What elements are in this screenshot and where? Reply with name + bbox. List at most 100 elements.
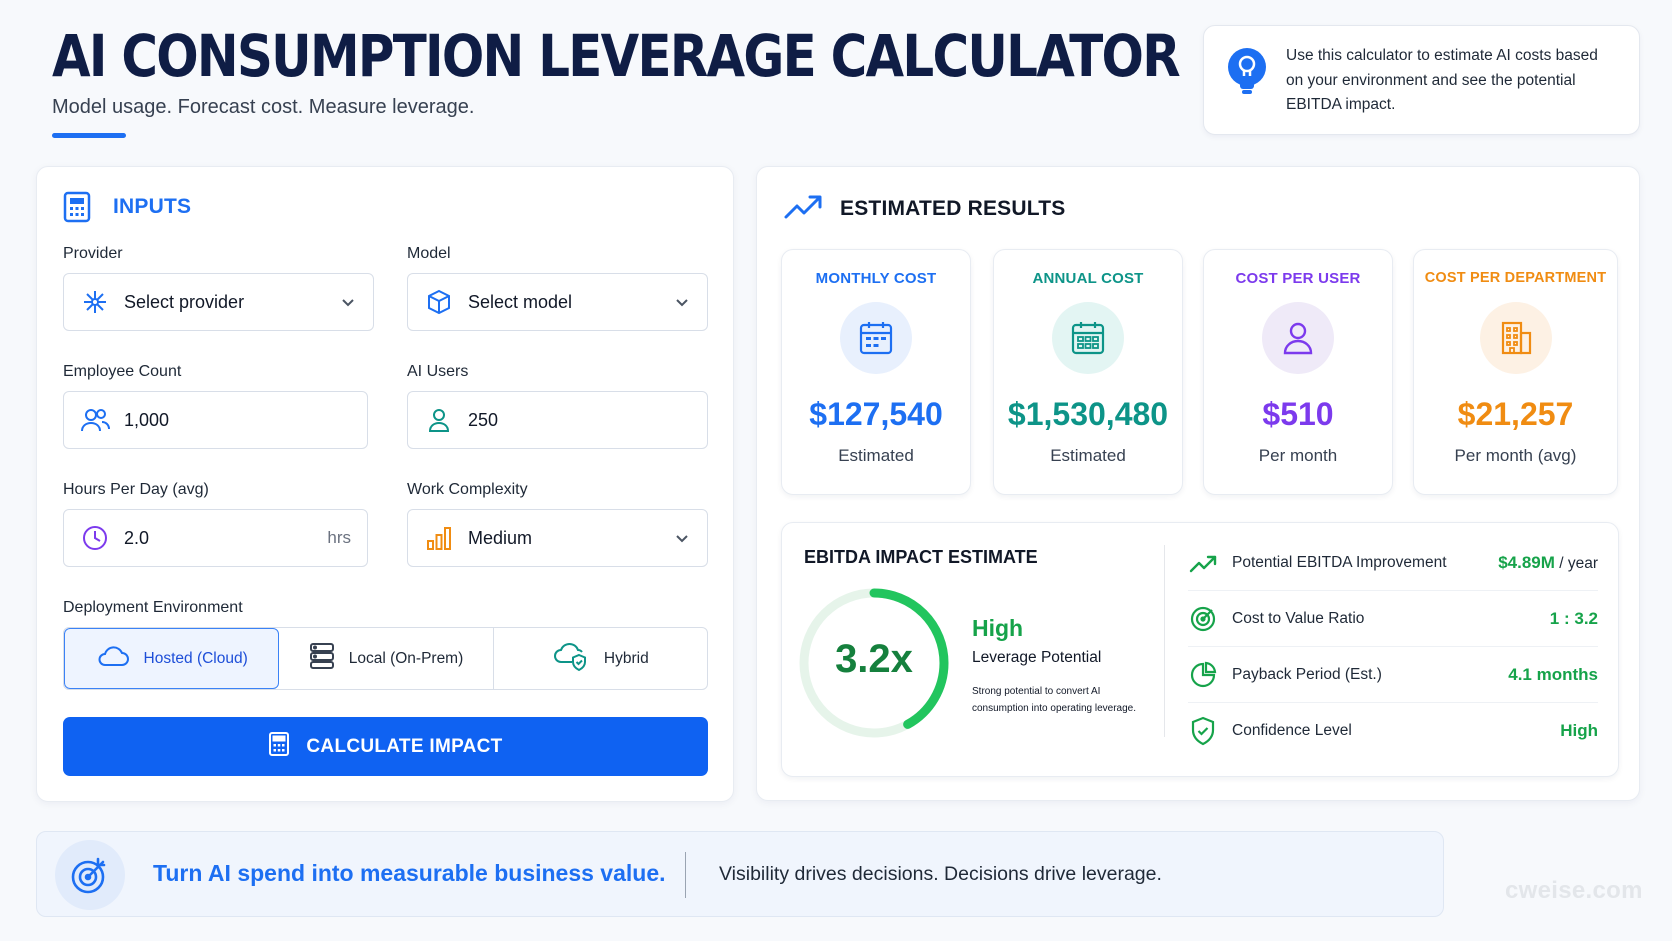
deployment-option-label: Hosted (Cloud) — [143, 649, 248, 667]
work-complexity-value: Medium — [468, 527, 533, 548]
work-complexity-label: Work Complexity — [407, 481, 528, 498]
calculator-icon — [63, 191, 91, 228]
metric-value: $510 — [1262, 396, 1334, 432]
chevron-down-icon — [673, 293, 691, 311]
deployment-option-onprem[interactable]: Local (On-Prem) — [279, 628, 494, 689]
metric-sub: Per month — [1258, 446, 1338, 465]
bar-chart-icon — [424, 523, 454, 553]
trend-up-icon — [1188, 548, 1218, 578]
inputs-panel: INPUTS Provider Select provider Model Se… — [36, 166, 734, 802]
server-icon — [309, 642, 335, 675]
users-icon — [80, 405, 110, 435]
deployment-option-cloud[interactable]: Hosted (Cloud) — [64, 628, 280, 689]
employee-count-label: Employee Count — [63, 363, 182, 380]
gauge-value: 3.2x — [835, 637, 913, 681]
deployment-option-label: Hybrid — [603, 649, 649, 667]
target-icon — [1188, 604, 1218, 634]
employee-count-value: 1,000 — [124, 409, 170, 430]
info-box: Use this calculator to estimate AI costs… — [1203, 25, 1640, 135]
cloud-icon — [96, 644, 130, 673]
cloud-shield-icon — [552, 640, 590, 677]
cube-icon — [424, 287, 454, 317]
metric-sub: Per month (avg) — [1454, 446, 1577, 465]
ebitda-row-label: Potential EBITDA Improvement — [1232, 553, 1447, 571]
ebitda-row-payback: Payback Period (Est.) 4.1 months — [1188, 647, 1598, 703]
target-arrow-icon — [55, 840, 125, 910]
watermark: cweise.com — [1505, 877, 1643, 904]
lightbulb-icon — [1224, 46, 1270, 98]
metric-label: MONTHLY COST — [815, 270, 937, 287]
metric-sub: Estimated — [838, 446, 914, 465]
ebitda-divider — [1164, 545, 1165, 737]
ai-users-input[interactable]: 250 — [407, 391, 708, 449]
metric-label: COST PER DEPARTMENT — [1424, 270, 1607, 286]
user-icon — [1262, 302, 1334, 374]
provider-select[interactable]: Select provider — [63, 273, 374, 331]
ebitda-panel: EBITDA IMPACT ESTIMATE 3.2x High Leverag… — [781, 522, 1619, 777]
hours-value: 2.0 — [124, 527, 150, 548]
chevron-down-icon — [673, 529, 691, 547]
ebitda-heading: EBITDA IMPACT ESTIMATE — [804, 547, 1038, 567]
network-icon — [80, 287, 110, 317]
leverage-gauge: 3.2x — [796, 585, 952, 741]
value-banner: Turn AI spend into measurable business v… — [36, 831, 1444, 917]
ebitda-row-ratio: Cost to Value Ratio 1 : 3.2 — [1188, 591, 1598, 647]
banner-divider — [685, 852, 686, 898]
shield-check-icon — [1188, 716, 1218, 746]
deployment-toggle: Hosted (Cloud) Local (On-Prem) Hybrid — [63, 627, 708, 690]
ai-users-label: AI Users — [407, 363, 469, 380]
ebitda-row-label: Payback Period (Est.) — [1232, 665, 1382, 683]
ebitda-row-label: Cost to Value Ratio — [1232, 609, 1365, 627]
calendar-grid-icon — [1052, 302, 1124, 374]
calculator-icon — [268, 731, 290, 763]
banner-headline: Turn AI spend into measurable business v… — [153, 860, 666, 886]
metric-value: $127,540 — [809, 396, 943, 432]
model-label: Model — [407, 245, 451, 262]
ebitda-row-improvement: Potential EBITDA Improvement $4.89M / ye… — [1188, 535, 1598, 591]
inputs-heading: INPUTS — [113, 195, 192, 218]
trend-up-icon — [783, 191, 823, 226]
ebitda-row-value: High — [1560, 721, 1598, 740]
provider-value: Select provider — [124, 291, 245, 312]
clock-icon — [80, 523, 110, 553]
work-complexity-select[interactable]: Medium — [407, 509, 708, 567]
hours-label: Hours Per Day (avg) — [63, 481, 209, 498]
ebitda-row-suffix: / year — [1554, 554, 1598, 572]
deployment-option-hybrid[interactable]: Hybrid — [494, 628, 707, 689]
user-icon — [424, 405, 454, 435]
leverage-level: High — [972, 615, 1024, 641]
ebitda-row-value: 4.1 months — [1508, 664, 1598, 684]
results-panel: ESTIMATED RESULTS MONTHLY COST $127,540 … — [756, 166, 1640, 801]
page-subtitle: Model usage. Forecast cost. Measure leve… — [52, 96, 475, 118]
employee-count-input[interactable]: 1,000 — [63, 391, 368, 449]
ebitda-row-amount: $4.89M — [1498, 552, 1555, 572]
ebitda-row-label: Confidence Level — [1232, 722, 1352, 739]
deployment-option-label: Local (On-Prem) — [348, 649, 464, 667]
leverage-level-sub: Leverage Potential — [972, 649, 1102, 666]
hours-input[interactable]: 2.0 hrs — [63, 509, 368, 567]
metric-label: COST PER USER — [1235, 270, 1361, 287]
metric-sub: Estimated — [1050, 446, 1126, 465]
ebitda-row-value: 1 : 3.2 — [1549, 608, 1598, 628]
title-underline — [52, 133, 126, 138]
model-select[interactable]: Select model — [407, 273, 708, 331]
results-heading: ESTIMATED RESULTS — [840, 197, 1066, 220]
calculate-impact-button[interactable]: CALCULATE IMPACT — [63, 717, 708, 776]
hours-unit: hrs — [327, 528, 351, 547]
metric-value: $21,257 — [1457, 396, 1574, 432]
metric-card-annual-cost: ANNUAL COST $1,530,480 Estimated — [993, 249, 1183, 495]
info-text: Use this calculator to estimate AI costs… — [1286, 47, 1598, 113]
ebitda-row-confidence: Confidence Level High — [1188, 703, 1598, 759]
banner-text: Visibility drives decisions. Decisions d… — [719, 863, 1162, 885]
metric-card-cost-per-department: COST PER DEPARTMENT $21,257 Per month (a… — [1413, 249, 1618, 495]
calculate-impact-label: CALCULATE IMPACT — [306, 735, 503, 757]
calendar-icon — [840, 302, 912, 374]
page-title: AI CONSUMPTION LEVERAGE CALCULATOR — [52, 22, 1181, 90]
chevron-down-icon — [339, 293, 357, 311]
model-value: Select model — [468, 291, 573, 312]
leverage-description: Strong potential to convert AI consumpti… — [972, 686, 1136, 714]
metric-label: ANNUAL COST — [1032, 270, 1144, 287]
metric-card-monthly-cost: MONTHLY COST $127,540 Estimated — [781, 249, 971, 495]
deployment-label: Deployment Environment — [63, 599, 243, 616]
ai-users-value: 250 — [468, 409, 499, 430]
